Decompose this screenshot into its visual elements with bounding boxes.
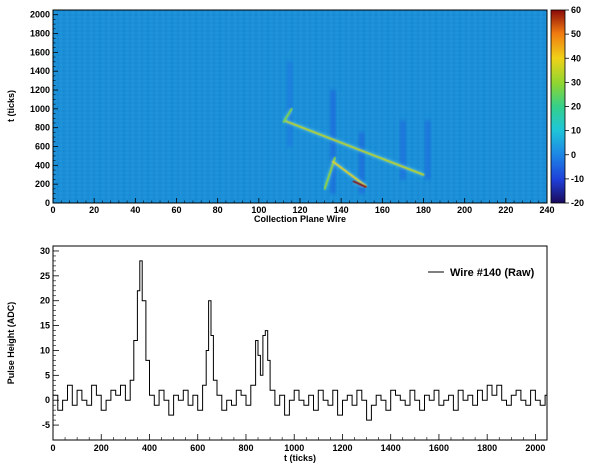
heatmap-y-axis: 0 200 400 600 800 1000 1200 1400 1600 1800 2000	[30, 10, 58, 208]
heatmap-band-0	[329, 90, 336, 194]
heatmap-x-axis: 0 20 40 60 80 100 120 140 160 180 200 220 240	[50, 198, 555, 215]
waveform-x-tick-label: 600	[190, 443, 205, 453]
heatmap-x-tick-label: 60	[171, 205, 181, 215]
heatmap-panel: 0 20 40 60 80 100 120 140 160 180 200 220 240 020040…	[6, 5, 584, 224]
heatmap-x-tick-label: 0	[50, 205, 55, 215]
heatmap-track-0	[284, 120, 425, 176]
heatmap-band-3	[424, 120, 431, 180]
heatmap-y-tick-label: 1600	[30, 47, 50, 57]
waveform-y-tick-label: 20	[40, 296, 50, 306]
waveform-y-tick-label: -5	[42, 420, 50, 430]
heatmap-y-tick-label: 800	[35, 123, 50, 133]
waveform-y-axis: -5 0 5 10 15 20 25 30	[40, 246, 59, 430]
colorbar-tick-label: 10	[571, 126, 581, 136]
waveform-y-axis-label: Pulse Height (ADC)	[6, 302, 16, 385]
waveform-x-tick-label: 1600	[429, 443, 449, 453]
heatmap-x-tick-label: 220	[498, 205, 513, 215]
heatmap-track-4	[332, 160, 367, 187]
heatmap-y-tick-label: 0	[45, 198, 50, 208]
heatmap-y-tick-label: 600	[35, 142, 50, 152]
heatmap-track-2	[282, 107, 293, 123]
heatmap-x-tick-label: 240	[539, 205, 554, 215]
waveform-y-tick-label: 0	[45, 395, 50, 405]
heatmap-y-tick-label: 1000	[30, 104, 50, 114]
waveform-y-tick-label: 10	[40, 345, 50, 355]
colorbar-tick-label: 40	[571, 53, 581, 63]
heatmap-y-tick-label: 400	[35, 160, 50, 170]
waveform-y-tick-label: 30	[40, 246, 50, 256]
colorbar-tick-label: -20	[571, 198, 584, 208]
heatmap-x-tick-label: 40	[130, 205, 140, 215]
heatmap-x-tick-label: 120	[292, 205, 307, 215]
heatmap-y-axis-label: t (ticks)	[6, 90, 16, 122]
waveform-y-tick-label: 15	[40, 321, 50, 331]
waveform-frame	[52, 245, 548, 441]
waveform-x-tick-label: 0	[50, 443, 55, 453]
heatmap-x-tick-label: 80	[213, 205, 223, 215]
heatmap-y-tick-label: 1200	[30, 85, 50, 95]
waveform-x-tick-label: 1000	[284, 443, 304, 453]
colorbar-tick-label: 50	[571, 29, 581, 39]
heatmap-x-tick-label: 100	[251, 205, 266, 215]
heatmap-y-tick-label: 2000	[30, 10, 50, 20]
colorbar-tick-label: 60	[571, 5, 581, 15]
waveform-x-tick-label: 200	[94, 443, 109, 453]
waveform-x-tick-label: 1400	[381, 443, 401, 453]
waveform-x-tick-label: 2000	[525, 443, 545, 453]
heatmap-band-1	[358, 132, 365, 194]
heatmap-x-tick-label: 200	[457, 205, 472, 215]
colorbar-tick-label: 20	[571, 102, 581, 112]
heatmap-track-5	[352, 180, 367, 188]
waveform-x-tick-label: 800	[238, 443, 253, 453]
colorbar-tick-label: 30	[571, 77, 581, 87]
heatmap-x-tick-label: 180	[416, 205, 431, 215]
heatmap-x-axis-label: Collection Plane Wire	[254, 214, 346, 224]
legend-label: Wire #140 (Raw)	[450, 267, 535, 279]
waveform-y-tick-label: 25	[40, 271, 50, 281]
colorbar-axis: -20 -10 0 10 20 30 40 50 60	[565, 5, 584, 208]
waveform-panel: 0 200 400 600 800 1000 1200 1400 1600 1800 2000 -5…	[6, 245, 548, 463]
colorbar-tick-label: -10	[571, 174, 584, 184]
heatmap-y-tick-label: 200	[35, 179, 50, 189]
heatmap-x-tick-label: 20	[89, 205, 99, 215]
waveform-x-tick-label: 1800	[477, 443, 497, 453]
waveform-x-axis: 0 200 400 600 800 1000 1200 1400 1600 1800 2000	[50, 434, 545, 453]
waveform-series-line	[53, 260, 547, 421]
waveform-x-tick-label: 400	[142, 443, 157, 453]
heatmap-y-tick-label: 1800	[30, 29, 50, 39]
heatmap-x-tick-label: 160	[375, 205, 390, 215]
legend: Wire #140 (Raw)	[428, 267, 535, 279]
colorbar	[550, 9, 566, 204]
colorbar-tick-label: 0	[571, 150, 576, 160]
waveform-x-tick-label: 1200	[332, 443, 352, 453]
heatmap-band-4	[286, 61, 293, 147]
heatmap-band-2	[399, 120, 406, 180]
waveform-x-axis-label: t (ticks)	[284, 453, 316, 463]
heatmap-x-tick-label: 140	[334, 205, 349, 215]
heatmap-background	[53, 10, 547, 203]
waveform-y-tick-label: 5	[45, 370, 50, 380]
heatmap-y-tick-label: 1400	[30, 66, 50, 76]
